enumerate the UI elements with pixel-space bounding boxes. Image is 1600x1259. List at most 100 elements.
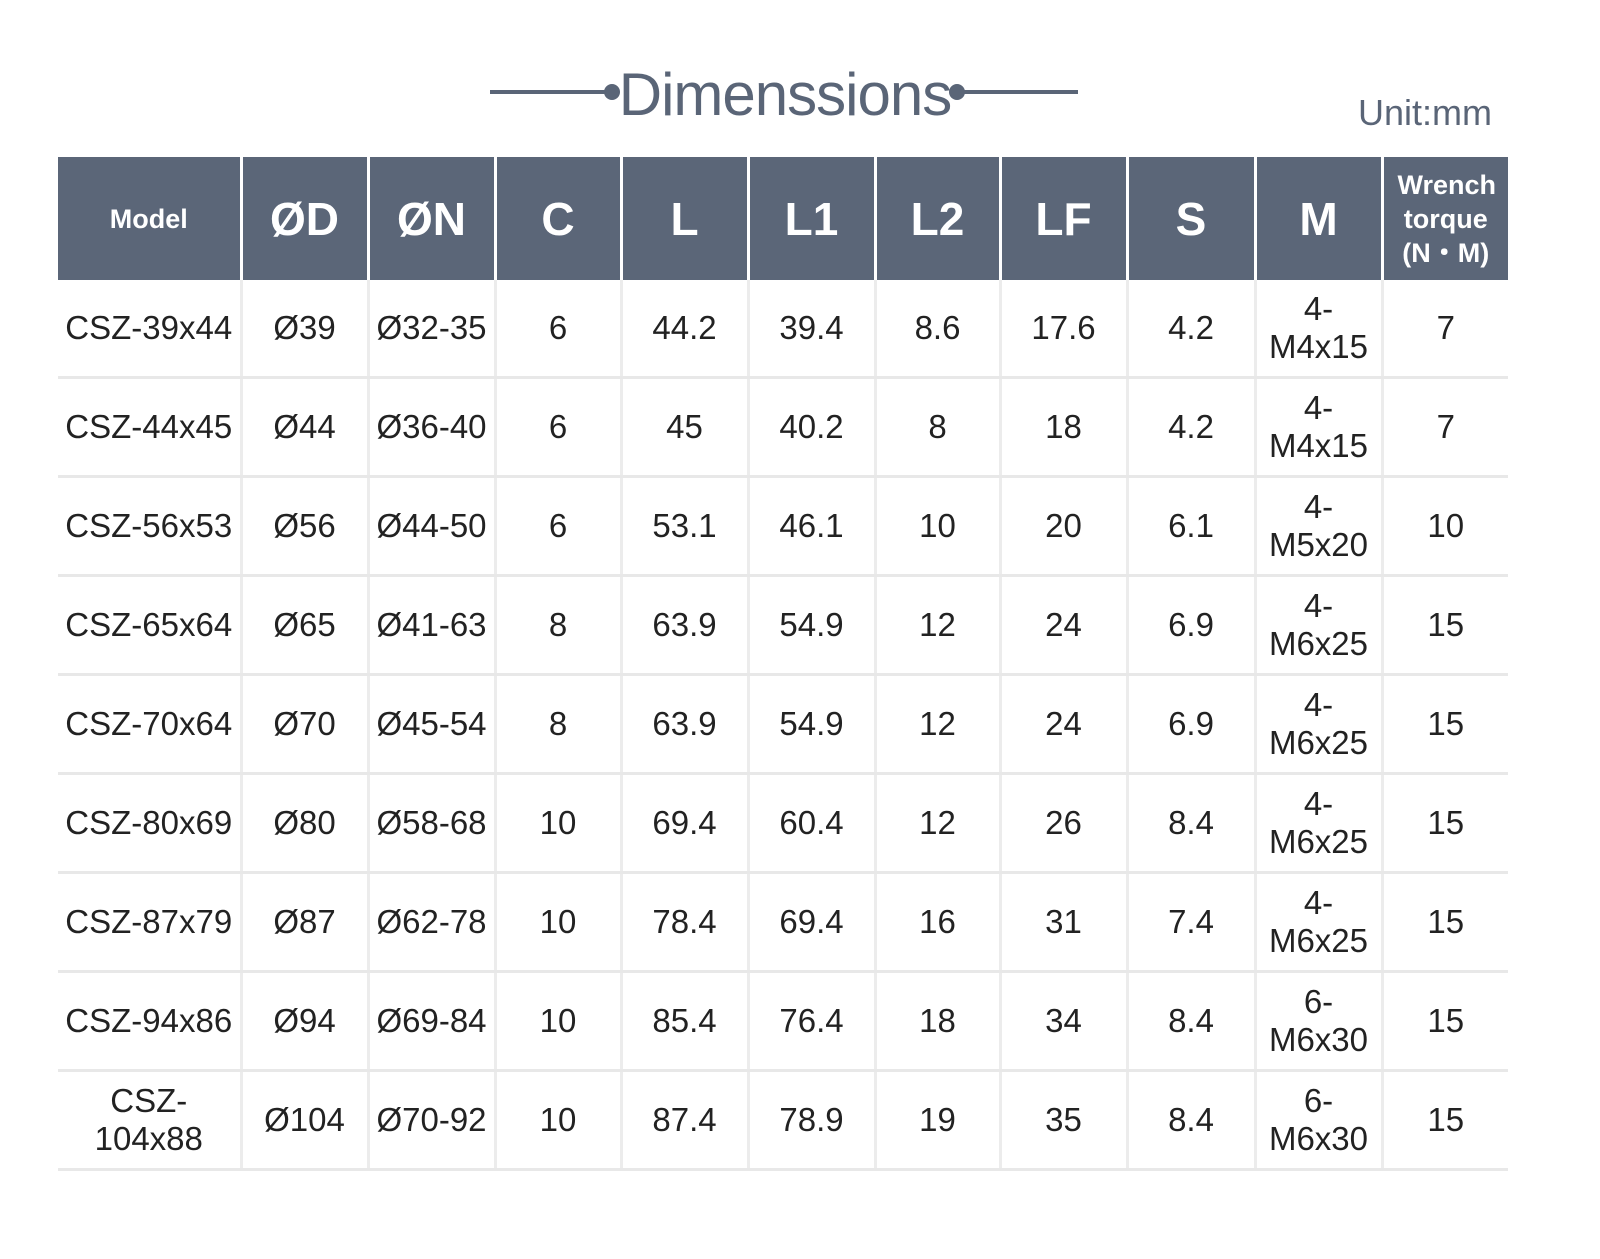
table-cell: Ø80 bbox=[239, 773, 370, 874]
table-cell: 15 bbox=[1380, 971, 1508, 1072]
table-cell: 4-M4x15 bbox=[1253, 377, 1384, 478]
table-cell: 63.9 bbox=[619, 575, 750, 676]
table-cell: 85.4 bbox=[619, 971, 750, 1072]
table-cell: 4-M5x20 bbox=[1253, 476, 1384, 577]
table-cell: CSZ-56x53 bbox=[58, 476, 243, 577]
table-cell: 4.2 bbox=[1125, 280, 1257, 379]
table-cell: 15 bbox=[1380, 674, 1508, 775]
column-header: M bbox=[1253, 157, 1384, 280]
column-header: ØD bbox=[239, 157, 370, 280]
table-cell: 12 bbox=[873, 674, 1002, 775]
table-cell: 87.4 bbox=[619, 1070, 750, 1171]
table-cell: 17.6 bbox=[998, 280, 1129, 379]
table-cell: 8.6 bbox=[873, 280, 1002, 379]
column-header: Wrench torque (N・M) bbox=[1380, 157, 1508, 280]
table-cell: 54.9 bbox=[746, 674, 877, 775]
table-cell: Ø36-40 bbox=[366, 377, 497, 478]
table-row: CSZ-39x44 Ø39 Ø32-35 6 44.2 39.4 8.6 17.6 4.2 4-M… bbox=[58, 280, 1508, 379]
column-header: C bbox=[493, 157, 623, 280]
table-cell: Ø65 bbox=[239, 575, 370, 676]
table-cell: 10 bbox=[873, 476, 1002, 577]
table-cell: 18 bbox=[873, 971, 1002, 1072]
table-body: CSZ-39x44 Ø39 Ø32-35 6 44.2 39.4 8.6 17.6 4.2 4-M… bbox=[58, 280, 1508, 1171]
title: Dimenssions bbox=[618, 61, 952, 128]
table-cell: 15 bbox=[1380, 575, 1508, 676]
column-header: Model bbox=[58, 157, 243, 280]
table-cell: CSZ-44x45 bbox=[58, 377, 243, 478]
table-row: CSZ-104x88 Ø104 Ø70-92 10 87.4 78.9 19 35 8.4 6-M… bbox=[58, 1070, 1508, 1171]
table-cell: 45 bbox=[619, 377, 750, 478]
table-cell: 8 bbox=[873, 377, 1002, 478]
table-cell: CSZ-94x86 bbox=[58, 971, 243, 1072]
dimension-table: Model ØD ØN C L L1 L2 LF S M Wrench torque (N・M) C… bbox=[58, 157, 1508, 1171]
table-cell: 7 bbox=[1380, 377, 1508, 478]
table-cell: 20 bbox=[998, 476, 1129, 577]
table-cell: 6.1 bbox=[1125, 476, 1257, 577]
table-cell: 54.9 bbox=[746, 575, 877, 676]
title-decoration bbox=[490, 84, 1078, 100]
table-cell: CSZ-87x79 bbox=[58, 872, 243, 973]
table-cell: 26 bbox=[998, 773, 1129, 874]
unit-label: Unit:mm bbox=[1358, 92, 1492, 133]
column-header: L bbox=[619, 157, 750, 280]
table-cell: 4.2 bbox=[1125, 377, 1257, 478]
table-cell: Ø58-68 bbox=[366, 773, 497, 874]
table-cell: 24 bbox=[998, 674, 1129, 775]
decor-dot bbox=[949, 84, 965, 100]
table-cell: 12 bbox=[873, 773, 1002, 874]
table-cell: 10 bbox=[1380, 476, 1508, 577]
table-cell: 4-M6x25 bbox=[1253, 674, 1384, 775]
table-cell: Ø70 bbox=[239, 674, 370, 775]
column-header: LF bbox=[998, 157, 1129, 280]
table-cell: Ø94 bbox=[239, 971, 370, 1072]
table-row: CSZ-94x86 Ø94 Ø69-84 10 85.4 76.4 18 34 8.4 6-M6x… bbox=[58, 971, 1508, 1072]
table-cell: 19 bbox=[873, 1070, 1002, 1171]
table-cell: 31 bbox=[998, 872, 1129, 973]
table-cell: 15 bbox=[1380, 872, 1508, 973]
table-cell: 8.4 bbox=[1125, 773, 1257, 874]
column-header: L2 bbox=[873, 157, 1002, 280]
table-cell: 69.4 bbox=[746, 872, 877, 973]
table-cell: 69.4 bbox=[619, 773, 750, 874]
table-cell: 63.9 bbox=[619, 674, 750, 775]
table-row: CSZ-56x53 Ø56 Ø44-50 6 53.1 46.1 10 20 6.1 4-M5x2… bbox=[58, 476, 1508, 577]
table-cell: Ø69-84 bbox=[366, 971, 497, 1072]
table-cell: 8 bbox=[493, 674, 623, 775]
table-cell: Ø44-50 bbox=[366, 476, 497, 577]
decor-dot bbox=[604, 84, 620, 100]
table-cell: 6.9 bbox=[1125, 575, 1257, 676]
table-cell: 6 bbox=[493, 377, 623, 478]
table-cell: Ø87 bbox=[239, 872, 370, 973]
table-cell: 15 bbox=[1380, 1070, 1508, 1171]
table-cell: Ø32-35 bbox=[366, 280, 497, 379]
table-cell: 40.2 bbox=[746, 377, 877, 478]
table-cell: 78.4 bbox=[619, 872, 750, 973]
table-cell: 6-M6x30 bbox=[1253, 1070, 1384, 1171]
table-cell: 8 bbox=[493, 575, 623, 676]
table-cell: 10 bbox=[493, 773, 623, 874]
table-cell: 4-M6x25 bbox=[1253, 773, 1384, 874]
table-cell: 12 bbox=[873, 575, 1002, 676]
table-cell: 34 bbox=[998, 971, 1129, 1072]
table-cell: 6 bbox=[493, 476, 623, 577]
column-header: ØN bbox=[366, 157, 497, 280]
table-cell: 46.1 bbox=[746, 476, 877, 577]
column-header: L1 bbox=[746, 157, 877, 280]
table-row: CSZ-87x79 Ø87 Ø62-78 10 78.4 69.4 16 31 7.4 4-M6x… bbox=[58, 872, 1508, 973]
table-cell: 8.4 bbox=[1125, 1070, 1257, 1171]
title-area: Dimenssions bbox=[0, 55, 1600, 135]
table-cell: 8.4 bbox=[1125, 971, 1257, 1072]
table-cell: 4-M4x15 bbox=[1253, 280, 1384, 379]
table-cell: 60.4 bbox=[746, 773, 877, 874]
table-cell: 16 bbox=[873, 872, 1002, 973]
table-cell: 76.4 bbox=[746, 971, 877, 1072]
table-cell: Ø70-92 bbox=[366, 1070, 497, 1171]
header-row: Model ØD ØN C L L1 L2 LF S M Wrench torque (N・M) bbox=[58, 157, 1508, 280]
table-cell: 4-M6x25 bbox=[1253, 872, 1384, 973]
table-cell: Ø44 bbox=[239, 377, 370, 478]
table-cell: 39.4 bbox=[746, 280, 877, 379]
table-cell: Ø62-78 bbox=[366, 872, 497, 973]
table-cell: CSZ-80x69 bbox=[58, 773, 243, 874]
table-cell: Ø41-63 bbox=[366, 575, 497, 676]
